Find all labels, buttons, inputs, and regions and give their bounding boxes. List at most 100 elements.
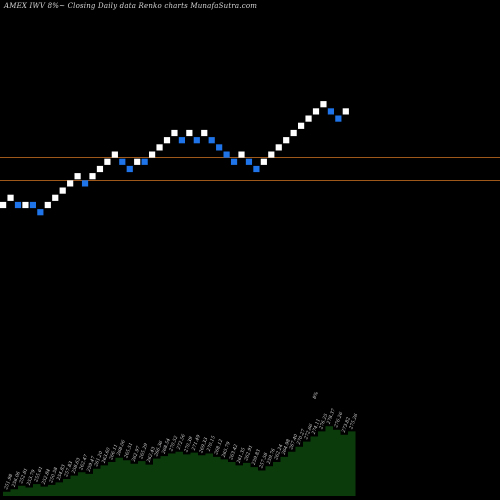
renko-brick-up <box>7 194 14 201</box>
renko-brick-down <box>178 137 185 144</box>
volume-label: 259.47 <box>85 455 97 473</box>
volume-label: 268.06 <box>115 439 127 457</box>
volume-label: 261.35 <box>235 447 247 465</box>
volume-label: 266.11 <box>108 443 120 461</box>
renko-brick-up <box>283 137 290 144</box>
renko-brick-down <box>230 158 238 165</box>
renko-brick-up <box>156 144 163 151</box>
volume-label: 264.98 <box>280 438 292 456</box>
volume-label: 262.97 <box>130 445 142 463</box>
renko-brick-down <box>253 165 260 173</box>
renko-brick-down <box>216 144 223 151</box>
volume-labels: 251.98256.06252.81253.79255.61252.84250.… <box>3 390 360 491</box>
renko-brick-down <box>208 137 215 144</box>
volume-label: 270.27 <box>295 428 307 446</box>
volume-label: 278.37 <box>325 408 337 426</box>
volume-label: 267.40 <box>288 433 300 451</box>
renko-brick-down <box>81 180 89 187</box>
renko-brick-up <box>320 101 327 108</box>
renko-brick-up <box>290 129 297 137</box>
renko-brick-up <box>275 144 282 151</box>
volume-label: 272.56 <box>175 433 187 451</box>
volume-label: 252.81 <box>18 467 30 485</box>
renko-brick-up <box>59 187 66 194</box>
volume-label: 265.79 <box>220 441 232 459</box>
volume-label: 253.79 <box>25 469 37 487</box>
volume-label: 275.26 <box>348 413 360 431</box>
volume-label: 268.12 <box>213 438 225 456</box>
renko-brick-down <box>193 137 200 144</box>
renko-brick-down <box>119 158 126 165</box>
volume-label: 259.76 <box>265 448 277 466</box>
renko-brick-up <box>96 165 104 173</box>
renko-brick-down <box>14 201 22 209</box>
volume-label: 263.42 <box>228 443 240 461</box>
renko-brick-up <box>22 201 29 209</box>
renko-brick-up <box>74 173 81 180</box>
renko-brick-down <box>126 165 133 173</box>
volume-label: 262.47 <box>78 454 90 472</box>
renko-brick-up <box>305 115 312 122</box>
renko-brick-up <box>89 173 96 180</box>
renko-brick-down <box>327 108 334 115</box>
volume-label: 251.98 <box>3 473 15 491</box>
volume-fill <box>3 426 356 496</box>
renko-brick-down <box>37 209 44 216</box>
volume-label: 273.82 <box>340 416 352 434</box>
volume-label: 257.83 <box>63 460 75 478</box>
renko-bricks <box>0 101 349 216</box>
volume-label: 252.84 <box>40 468 52 486</box>
renko-brick-up <box>312 108 320 115</box>
volume-label: 270.15 <box>205 435 217 453</box>
volume-label: 274.11 <box>310 418 322 436</box>
renko-brick-up <box>52 194 59 201</box>
volume-area <box>3 426 356 496</box>
volume-label: 250.58 <box>48 466 60 484</box>
renko-brick-up <box>342 108 349 115</box>
renko-brick-up <box>104 158 111 165</box>
volume-label: 268.54 <box>160 438 172 456</box>
volume-label: 276.26 <box>333 411 345 429</box>
volume-label: 262.91 <box>243 444 255 462</box>
renko-brick-up <box>163 137 171 144</box>
renko-brick-up <box>149 151 156 158</box>
renko-brick-up <box>171 129 178 137</box>
renko-brick-up <box>134 158 141 165</box>
volume-label: 276.25 <box>318 413 330 431</box>
renko-brick-down <box>141 158 148 165</box>
renko-brick-up <box>186 129 193 137</box>
renko-brick-up <box>44 201 51 209</box>
volume-label: 257.58 <box>258 452 270 470</box>
volume-label: 261.20 <box>93 450 105 468</box>
volume-label: 262.24 <box>273 443 285 461</box>
renko-brick-down <box>223 151 230 158</box>
renko-brick-down <box>29 201 36 209</box>
peak-annotation: 8% <box>312 390 320 399</box>
renko-brick-up <box>268 151 275 158</box>
volume-label: 269.33 <box>198 437 210 455</box>
volume-label: 263.60 <box>100 447 112 465</box>
volume-label: 254.83 <box>55 464 67 482</box>
renko-brick-up <box>201 129 208 137</box>
volume-label: 265.29 <box>138 443 150 461</box>
volume-label: 265.51 <box>123 442 135 460</box>
renko-brick-down <box>335 115 342 122</box>
renko-brick-up <box>298 122 305 129</box>
renko-brick-up <box>111 151 118 158</box>
renko-brick-down <box>245 158 253 165</box>
chart-title: AMEX IWV 8%~ Closing Daily data Renko ch… <box>4 2 258 10</box>
volume-label: 270.52 <box>168 435 180 453</box>
renko-brick-up <box>260 158 267 165</box>
volume-label: 271.49 <box>190 434 202 452</box>
volume-label: 266.36 <box>153 440 165 458</box>
volume-label: 272.66 <box>303 423 315 441</box>
volume-label: 256.06 <box>10 471 22 489</box>
volume-label: 262.43 <box>145 446 157 464</box>
volume-label: 270.39 <box>183 436 195 454</box>
renko-brick-up <box>67 180 74 187</box>
volume-label: 259.83 <box>250 449 262 467</box>
renko-brick-up <box>0 201 7 209</box>
volume-label: 255.61 <box>33 466 45 484</box>
